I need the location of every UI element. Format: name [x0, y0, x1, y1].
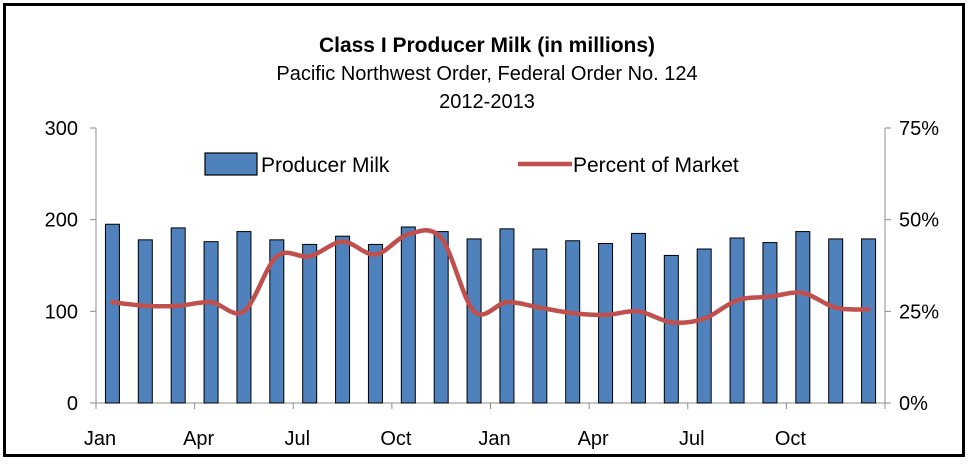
- chart-title: Class I Producer Milk (in millions): [319, 34, 655, 57]
- bar-producer-milk: [269, 239, 285, 404]
- bar-producer-milk: [630, 232, 646, 404]
- bar-producer-milk: [236, 231, 252, 404]
- y-right-tick-label: 75%: [899, 118, 939, 140]
- line-series: [110, 228, 871, 326]
- bar-producer-milk: [828, 238, 844, 404]
- bar-producer-milk: [565, 240, 581, 404]
- x-tick-label: Oct: [380, 428, 412, 450]
- bar-producer-milk: [861, 238, 877, 404]
- y-left-tick-label: 200: [45, 210, 78, 232]
- bar-producer-milk: [696, 248, 712, 404]
- bar-producer-milk: [170, 227, 186, 404]
- bar-producer-milk: [663, 254, 679, 404]
- x-tick-label: Apr: [578, 428, 609, 450]
- x-tick-label: Jan: [478, 428, 510, 450]
- bar-producer-milk: [729, 237, 745, 404]
- bar-series: [104, 223, 877, 404]
- chart-subtitle-line-1: Pacific Northwest Order, Federal Order N…: [276, 63, 697, 85]
- legend-label-producer-milk: Producer Milk: [261, 154, 390, 177]
- bar-producer-milk: [400, 226, 416, 404]
- x-tick-label: Apr: [183, 428, 214, 450]
- bar-producer-milk: [466, 238, 482, 404]
- legend-swatch-producer-milk: [204, 152, 258, 176]
- bar-producer-milk: [302, 243, 318, 404]
- bar-producer-milk: [104, 223, 120, 404]
- bar-producer-milk: [433, 231, 449, 404]
- bar-producer-milk: [499, 228, 515, 404]
- x-tick-label: Jul: [679, 428, 705, 450]
- bar-producer-milk: [762, 242, 778, 404]
- y-left-tick-label: 100: [45, 301, 78, 323]
- y-right-tick-label: 25%: [899, 301, 939, 323]
- x-tick-label: Jul: [284, 428, 310, 450]
- bar-producer-milk: [795, 231, 811, 404]
- y-left-tick-label: 0: [67, 393, 78, 415]
- bar-producer-milk: [367, 243, 383, 404]
- y-left-tick-label: 300: [45, 118, 78, 140]
- chart-subtitle-line-2: 2012-2013: [439, 91, 535, 113]
- tick-labels: 0 100 200 300 0% 25% 50% 75% Jan Apr Jul Oct Jan Apr J…: [45, 118, 940, 450]
- bar-producer-milk: [598, 243, 614, 404]
- y-right-tick-label: 50%: [899, 210, 939, 232]
- bar-producer-milk: [335, 235, 351, 404]
- y-right-tick-label: 0%: [899, 393, 928, 415]
- bar-producer-milk: [137, 239, 153, 404]
- x-tick-label: Oct: [775, 428, 807, 450]
- legend: Producer Milk Percent of Market: [204, 152, 739, 177]
- bar-producer-milk: [203, 241, 219, 404]
- x-tick-label: Jan: [84, 428, 116, 450]
- axes: [90, 127, 891, 409]
- bar-producer-milk: [532, 248, 548, 404]
- legend-label-percent-of-market: Percent of Market: [573, 154, 739, 177]
- line-percent-of-market: [110, 228, 871, 326]
